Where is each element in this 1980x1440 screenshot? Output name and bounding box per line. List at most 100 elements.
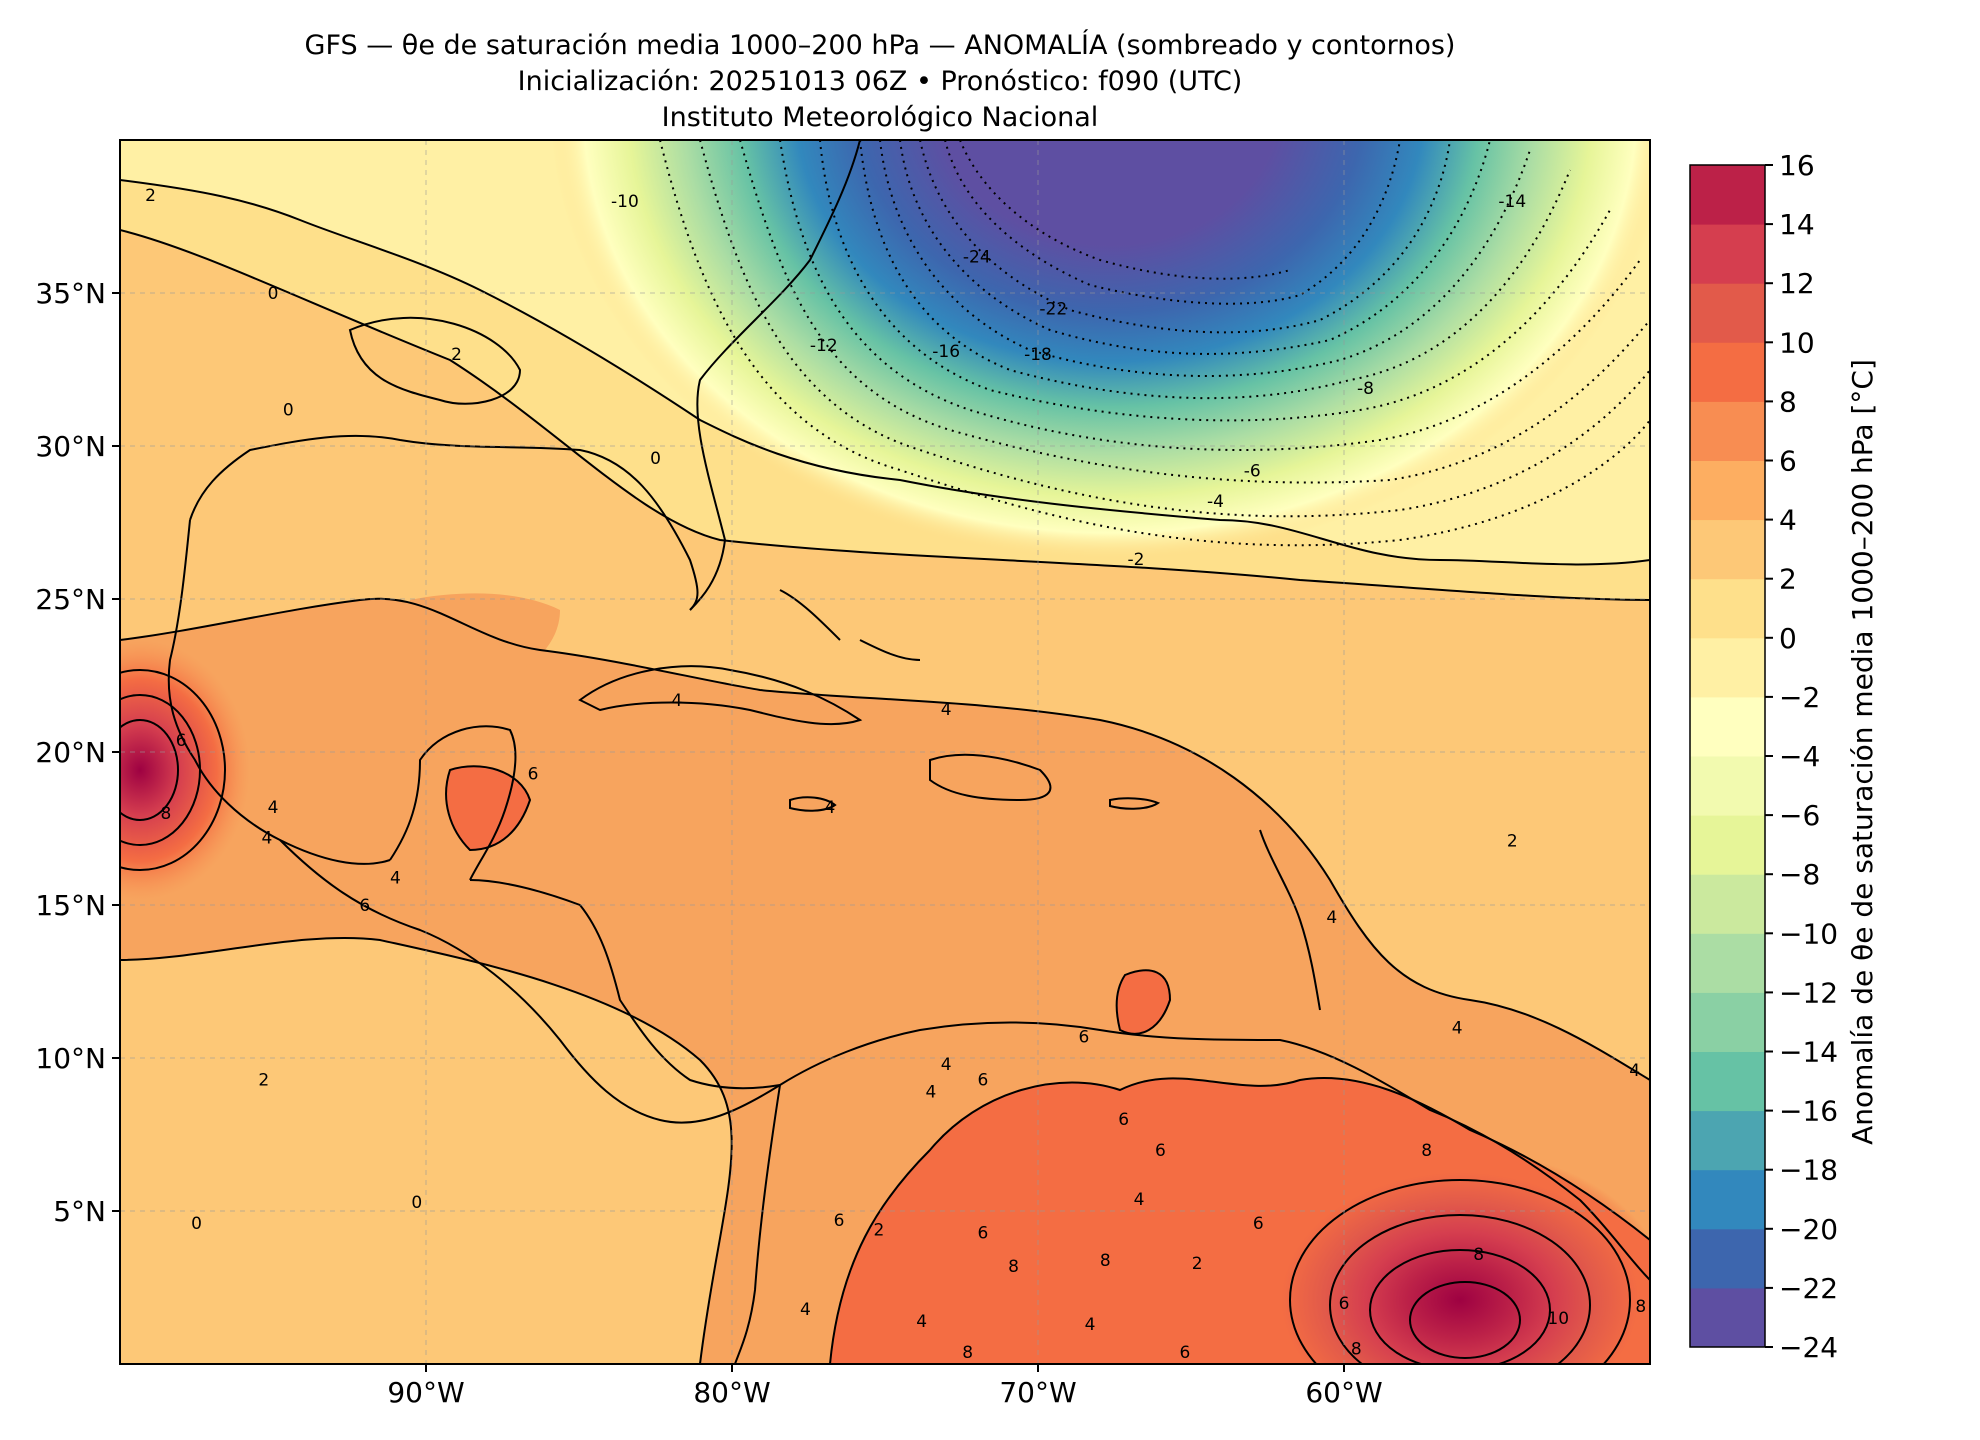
contour-label: -16 xyxy=(932,342,960,362)
contour-label: 8 xyxy=(1100,1251,1111,1271)
contour-12-se xyxy=(1369,1249,1551,1364)
contour-label: 8 xyxy=(1008,1257,1019,1277)
contour-label: 8 xyxy=(1351,1340,1362,1360)
colorbar-segment xyxy=(1690,1110,1765,1171)
contour-label: 4 xyxy=(261,829,272,849)
contour-label: -18 xyxy=(1024,345,1052,365)
coast-bahamas xyxy=(779,589,921,661)
colorbar-tick-label: 14 xyxy=(1779,208,1815,241)
colorbar-tick-label: 2 xyxy=(1779,563,1797,596)
contour-label: 6 xyxy=(1179,1343,1190,1363)
contour-neg-2 xyxy=(659,140,1650,547)
contour-label: 4 xyxy=(925,1083,936,1103)
contour-label: 4 xyxy=(825,798,836,818)
lat-tick-label: 25°N xyxy=(35,583,106,616)
colorbar-segment xyxy=(1690,815,1765,875)
contour-label: 4 xyxy=(941,1055,952,1075)
colorbar-tick-label: −6 xyxy=(1779,799,1820,832)
contour-label: -12 xyxy=(810,336,838,356)
contour-label: 4 xyxy=(941,700,952,720)
field-patch-venezuela xyxy=(1116,970,1170,1034)
contour-label: 4 xyxy=(1452,1018,1463,1038)
contour-label: -4 xyxy=(1207,492,1224,512)
contour-label: 6 xyxy=(978,1070,989,1090)
contour-label: 10 xyxy=(1547,1309,1569,1329)
contour-10-se xyxy=(1329,1214,1591,1364)
contour-label: 8 xyxy=(962,1343,973,1363)
contour-2-north xyxy=(120,229,1650,601)
contour-label: 2 xyxy=(1507,832,1518,852)
contour-neg-22 xyxy=(944,140,1401,305)
contour-label: 0 xyxy=(283,400,294,420)
coast-mexico-east xyxy=(167,519,391,865)
contour-label: -14 xyxy=(1498,192,1526,212)
coast-central-america xyxy=(469,879,781,1090)
contour-label: 6 xyxy=(978,1223,989,1243)
colorbar-segment xyxy=(1690,342,1765,402)
lat-tick-label: 30°N xyxy=(35,430,106,463)
colorbar-tick-label: −24 xyxy=(1779,1331,1838,1364)
lat-tick-label: 15°N xyxy=(35,889,106,922)
colorbar-tick-label: 4 xyxy=(1779,504,1797,537)
colorbar-tick-label: −20 xyxy=(1779,1213,1838,1246)
lon-tick-label: 60°W xyxy=(1305,1376,1382,1409)
field-gulf-south xyxy=(408,593,560,692)
lat-tick-label: 20°N xyxy=(35,736,106,769)
contour-label: 6 xyxy=(1118,1110,1129,1130)
contour-label: 8 xyxy=(1635,1297,1646,1317)
colorbar-segment xyxy=(1690,933,1765,993)
colorbar-segment xyxy=(1690,578,1765,639)
contour-label: 0 xyxy=(650,449,661,469)
coast-south-america-north xyxy=(779,1021,1650,1281)
negative-contours xyxy=(659,140,1650,547)
contour-label: 2 xyxy=(1192,1254,1203,1274)
contour-neg-14 xyxy=(879,140,1531,377)
contour-label: 8 xyxy=(1473,1245,1484,1265)
colorbar-segment xyxy=(1690,1228,1765,1289)
colorbar-segment xyxy=(1690,519,1765,580)
colorbar-tick-label: 6 xyxy=(1779,445,1797,478)
lat-tick-label: 5°N xyxy=(53,1195,106,1228)
colorbar-segment xyxy=(1690,1169,1765,1230)
contour-label: 4 xyxy=(916,1312,927,1332)
contour-lines xyxy=(120,140,1650,1364)
contour-label: 6 xyxy=(834,1211,845,1231)
colorbar-tick-label: −4 xyxy=(1779,740,1820,773)
contour-6-west xyxy=(120,669,226,871)
contour-label: 2 xyxy=(451,345,462,365)
contour-label: 6 xyxy=(1339,1294,1350,1314)
colorbar-tick-label: −2 xyxy=(1779,681,1820,714)
coast-yucatan xyxy=(389,725,517,881)
contour-label: 6 xyxy=(1253,1214,1264,1234)
lon-tick-label: 90°W xyxy=(387,1376,464,1409)
contour-label: 4 xyxy=(800,1300,811,1320)
lat-tick-label: 35°N xyxy=(35,277,106,310)
contour-label: 4 xyxy=(1629,1061,1640,1081)
title-line-1: GFS — θe de saturación media 1000–200 hP… xyxy=(304,30,1456,61)
colorbar-segment xyxy=(1690,696,1765,757)
map-field xyxy=(120,140,1650,1364)
contour-2-islands xyxy=(348,316,522,405)
contour-label: 2 xyxy=(873,1220,884,1240)
contour-4-west xyxy=(120,937,733,1364)
colorbar-segment xyxy=(1690,992,1765,1052)
colorbar-tick-label: 16 xyxy=(1779,149,1815,182)
colorbar-tick-label: −14 xyxy=(1779,1036,1838,1069)
lon-tick-label: 70°W xyxy=(999,1376,1076,1409)
contour-label: -8 xyxy=(1357,379,1374,399)
contour-6-venezuela xyxy=(1115,969,1172,1035)
coast-cuba xyxy=(578,665,863,726)
contour-4-caribbean xyxy=(120,597,1650,1081)
colorbar-label: Anomalía de θe de saturación media 1000–… xyxy=(1846,359,1879,1145)
colorbar-tick-label: 12 xyxy=(1779,267,1815,300)
contour-label: 6 xyxy=(359,896,370,916)
contour-label: 6 xyxy=(1155,1141,1166,1161)
colorbar-tick-label: −8 xyxy=(1779,858,1820,891)
contour-14-se xyxy=(1409,1281,1521,1359)
contour-label: 8 xyxy=(160,804,171,824)
coast-jamaica xyxy=(789,796,837,812)
contour-label: -10 xyxy=(611,192,639,212)
colorbar-tick-label: 0 xyxy=(1779,622,1797,655)
contour-label: 6 xyxy=(1078,1028,1089,1048)
